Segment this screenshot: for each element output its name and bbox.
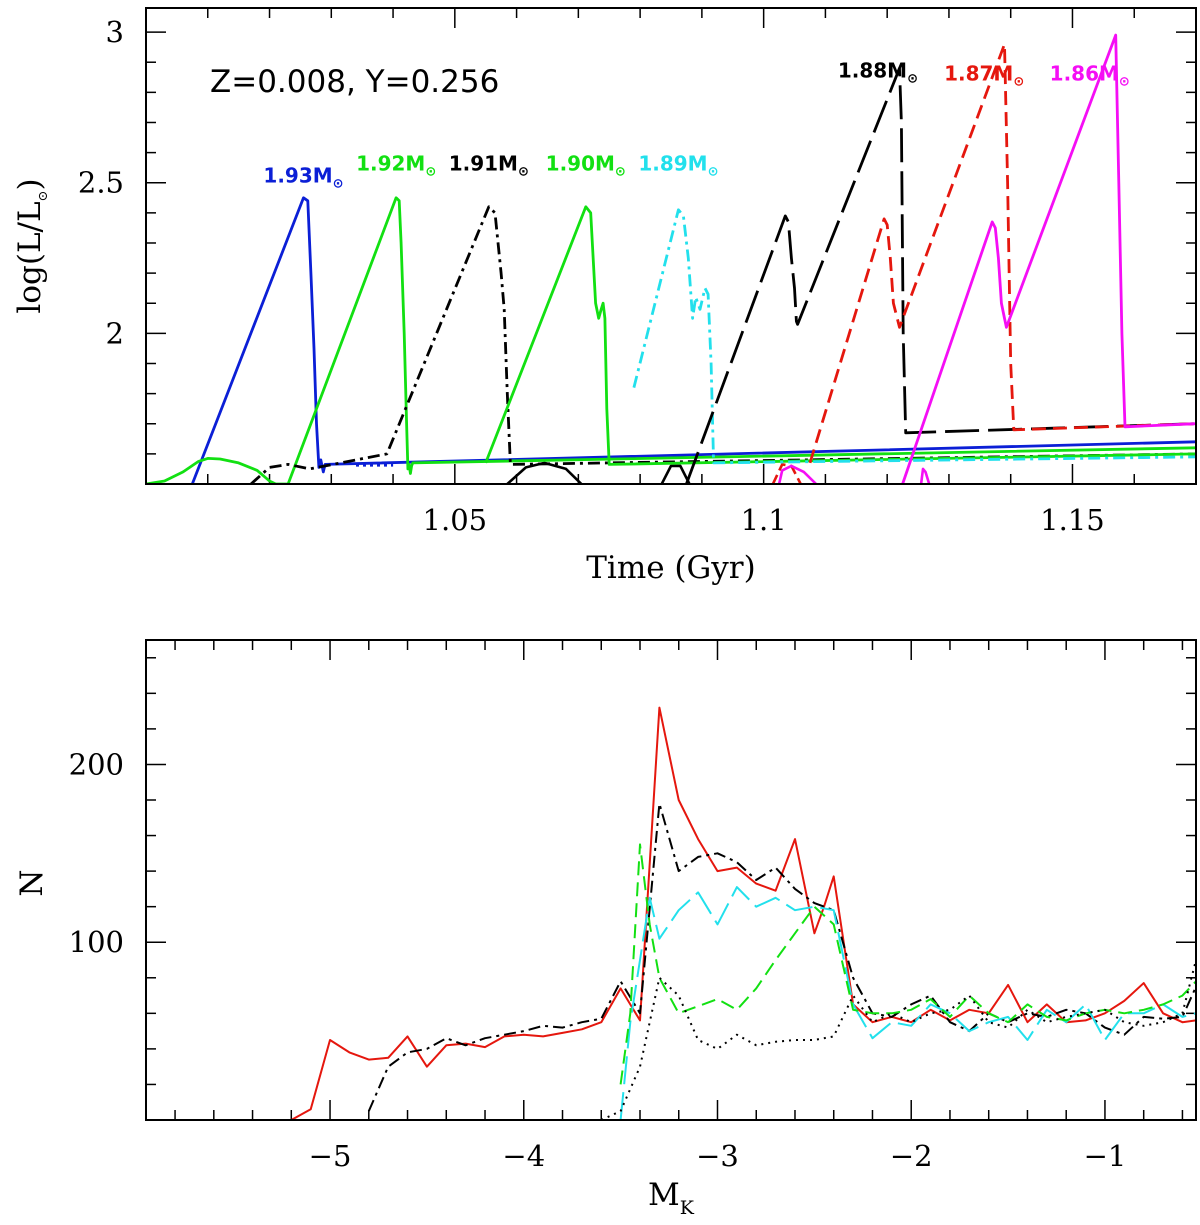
y-tick-label: 100 (69, 925, 124, 959)
mass-label-1-86: 1.86M⊙ (1050, 61, 1130, 89)
x-tick-label: −5 (309, 1139, 352, 1173)
series-1-92m (146, 196, 1196, 484)
mass-label-1-91: 1.91M⊙ (449, 152, 529, 180)
series-solid-red (290, 706, 1196, 1120)
top-panel-tick-labels: 1.05 1.1 1.15 2 2.5 3 (78, 15, 1105, 537)
luminosity-vs-time-panel: Z=0.008, Y=0.256 1.93M⊙ 1.92M⊙ 1.91M⊙ 1.90M… (12, 7, 1197, 586)
y-tick-label: 2 (106, 316, 124, 350)
series-1-89m (632, 208, 1196, 465)
track-segment-3 (777, 464, 818, 484)
mass-label-1-87: 1.87M⊙ (944, 61, 1024, 89)
top-y-axis-title: log(L/L⊙) (12, 178, 51, 313)
top-panel-frame (145, 7, 1197, 485)
series-1-86m (901, 33, 1196, 484)
series-dashed-green (619, 843, 1196, 1085)
top-panel-ticks (146, 8, 1196, 484)
y-tick-label: 200 (69, 747, 124, 781)
bottom-y-axis-title: N (14, 869, 50, 896)
bottom-panel-series (290, 706, 1196, 1120)
x-tick-label: −2 (890, 1139, 933, 1173)
series-1-88m (685, 66, 1196, 484)
top-panel-series (146, 33, 1196, 484)
mass-label-1-89: 1.89M⊙ (638, 152, 718, 180)
mass-labels: 1.93M⊙ 1.92M⊙ 1.91M⊙ 1.90M⊙ 1.89M⊙ 1.88M⊙ 1.87… (263, 58, 1129, 191)
series-dash-dot-black (367, 802, 1196, 1112)
x-tick-label: 1.15 (1040, 503, 1105, 537)
counts-vs-magnitude-panel: −5 −4 −3 −2 −1 100 200 MK N (14, 639, 1197, 1219)
series-1-87m (808, 42, 1196, 464)
bottom-panel-frame (145, 639, 1197, 1121)
y-tick-label: 2.5 (78, 166, 124, 200)
bottom-x-axis-title-sub: K (680, 1197, 695, 1219)
series-1-93m (190, 196, 1196, 484)
top-x-axis-title: Time (Gyr) (586, 550, 755, 586)
track-segment-5 (660, 464, 691, 484)
composition-annotation: Z=0.008, Y=0.256 (210, 64, 499, 100)
mass-label-1-93: 1.93M⊙ (263, 164, 343, 192)
x-tick-label: −4 (502, 1139, 545, 1173)
bottom-panel-tick-labels: −5 −4 −3 −2 −1 100 200 (69, 747, 1127, 1173)
track-segment-4 (919, 467, 931, 484)
top-y-axis-title-main: log(L/L (12, 201, 48, 313)
x-tick-label: −3 (696, 1139, 739, 1173)
y-tick-label: 3 (106, 15, 124, 49)
series-1-90m (484, 205, 1196, 466)
mass-label-1-92: 1.92M⊙ (356, 152, 436, 180)
x-tick-label: 1.05 (423, 503, 488, 537)
series-1-91m (250, 205, 1196, 484)
x-tick-label: 1.1 (741, 503, 787, 537)
bottom-x-axis-title: MK (648, 1177, 695, 1219)
series-long-dash-cyan (619, 886, 1196, 1120)
series-dotted-black (600, 959, 1196, 1120)
track-segment-1 (506, 461, 583, 484)
mass-label-1-88: 1.88M⊙ (838, 58, 918, 86)
x-tick-label: −1 (1084, 1139, 1127, 1173)
bottom-x-axis-title-main: M (648, 1177, 680, 1213)
top-y-axis-title-sun: ⊙ (36, 191, 51, 202)
mass-label-1-90: 1.90M⊙ (546, 152, 626, 180)
bottom-panel-ticks (146, 640, 1196, 1120)
